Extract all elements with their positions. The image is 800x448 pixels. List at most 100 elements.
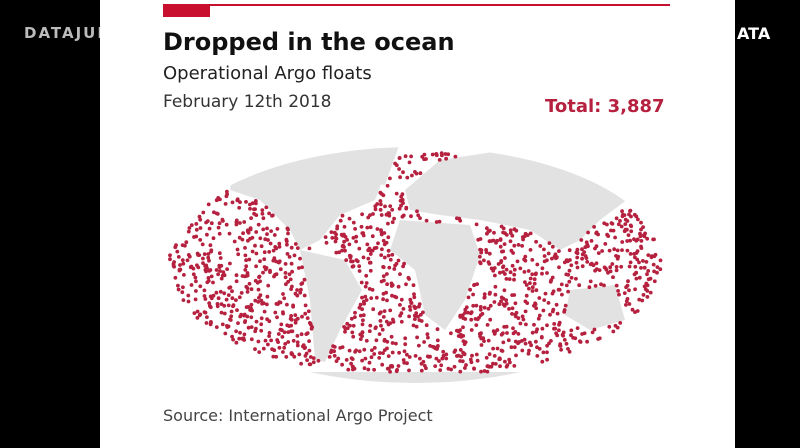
float-dot (482, 339, 486, 343)
float-dot (575, 251, 580, 256)
float-dot (461, 350, 465, 355)
float-dot (248, 206, 252, 211)
float-dot (639, 244, 643, 249)
float-dot (567, 349, 572, 354)
float-dot (608, 265, 613, 270)
float-dot (533, 301, 537, 306)
float-dot (399, 203, 403, 208)
float-dot (206, 276, 211, 280)
float-dot (361, 318, 365, 323)
float-dot (359, 224, 364, 229)
float-dot (390, 252, 395, 257)
float-dot (409, 154, 413, 159)
float-dot (611, 275, 615, 280)
float-dot (545, 258, 549, 263)
float-dot (566, 347, 570, 351)
float-dot (557, 328, 561, 333)
float-dot (250, 201, 255, 206)
float-dot (262, 309, 267, 314)
float-dot (257, 350, 262, 354)
float-dot (195, 309, 200, 314)
float-dot (181, 285, 185, 290)
float-dot (269, 338, 273, 343)
float-dot (634, 214, 639, 219)
float-dot (624, 285, 628, 290)
float-dot (309, 322, 313, 327)
float-dot (329, 230, 334, 235)
float-dot (201, 261, 205, 265)
float-dot (614, 265, 619, 269)
float-dot (577, 283, 582, 288)
float-dot (249, 287, 254, 292)
float-dot (266, 283, 271, 288)
float-dot (186, 299, 191, 304)
float-dots (168, 151, 663, 374)
float-dot (277, 345, 282, 350)
float-dot (279, 322, 284, 327)
float-dot (492, 266, 497, 270)
float-dot (181, 261, 186, 266)
float-dot (573, 336, 578, 341)
float-dot (590, 330, 595, 335)
float-dot (422, 340, 426, 344)
float-dot (536, 316, 541, 321)
float-dot (535, 354, 540, 358)
float-dot (381, 238, 386, 243)
float-dot (357, 264, 362, 269)
float-dot (219, 276, 224, 281)
float-dot (585, 339, 589, 344)
float-dot (463, 307, 468, 312)
float-dot (302, 293, 307, 298)
float-dot (367, 329, 372, 334)
float-dot (275, 227, 280, 231)
float-dot (379, 323, 383, 328)
float-dot (385, 282, 389, 287)
float-dot (411, 283, 416, 288)
float-dot (613, 235, 617, 240)
float-dot (515, 259, 520, 264)
float-dot (272, 274, 276, 279)
source: Source: International Argo Project (163, 406, 433, 425)
float-dot (575, 326, 580, 330)
float-dot (364, 338, 369, 343)
float-dot (381, 297, 385, 302)
float-dot (238, 200, 242, 205)
float-dot (502, 325, 507, 329)
float-dot (560, 292, 564, 297)
float-dot (224, 222, 229, 227)
float-dot (389, 284, 394, 288)
float-dot (258, 259, 262, 264)
float-dot (287, 255, 292, 259)
float-dot (392, 267, 397, 271)
float-dot (354, 258, 359, 263)
float-dot (275, 315, 279, 320)
float-dot (510, 306, 515, 311)
float-dot (545, 350, 549, 355)
float-dot (414, 171, 419, 176)
float-dot (463, 311, 467, 315)
float-dot (520, 244, 524, 248)
float-dot (280, 335, 285, 339)
float-dot (394, 191, 399, 196)
float-dot (633, 287, 637, 292)
float-dot (243, 320, 247, 324)
float-dot (479, 250, 484, 255)
float-dot (614, 268, 619, 273)
float-dot (225, 325, 230, 329)
float-dot (349, 356, 354, 360)
float-dot (528, 281, 532, 285)
float-dot (539, 335, 544, 340)
float-dot (611, 329, 616, 334)
float-dot (409, 301, 414, 305)
float-dot (237, 205, 242, 210)
float-dot (336, 356, 341, 361)
float-dot (525, 233, 530, 238)
float-dot (374, 245, 379, 250)
float-dot (397, 350, 401, 355)
float-dot (501, 340, 506, 345)
float-dot (614, 216, 619, 221)
float-dot (377, 332, 382, 336)
float-dot (444, 352, 449, 357)
float-dot (329, 348, 334, 353)
